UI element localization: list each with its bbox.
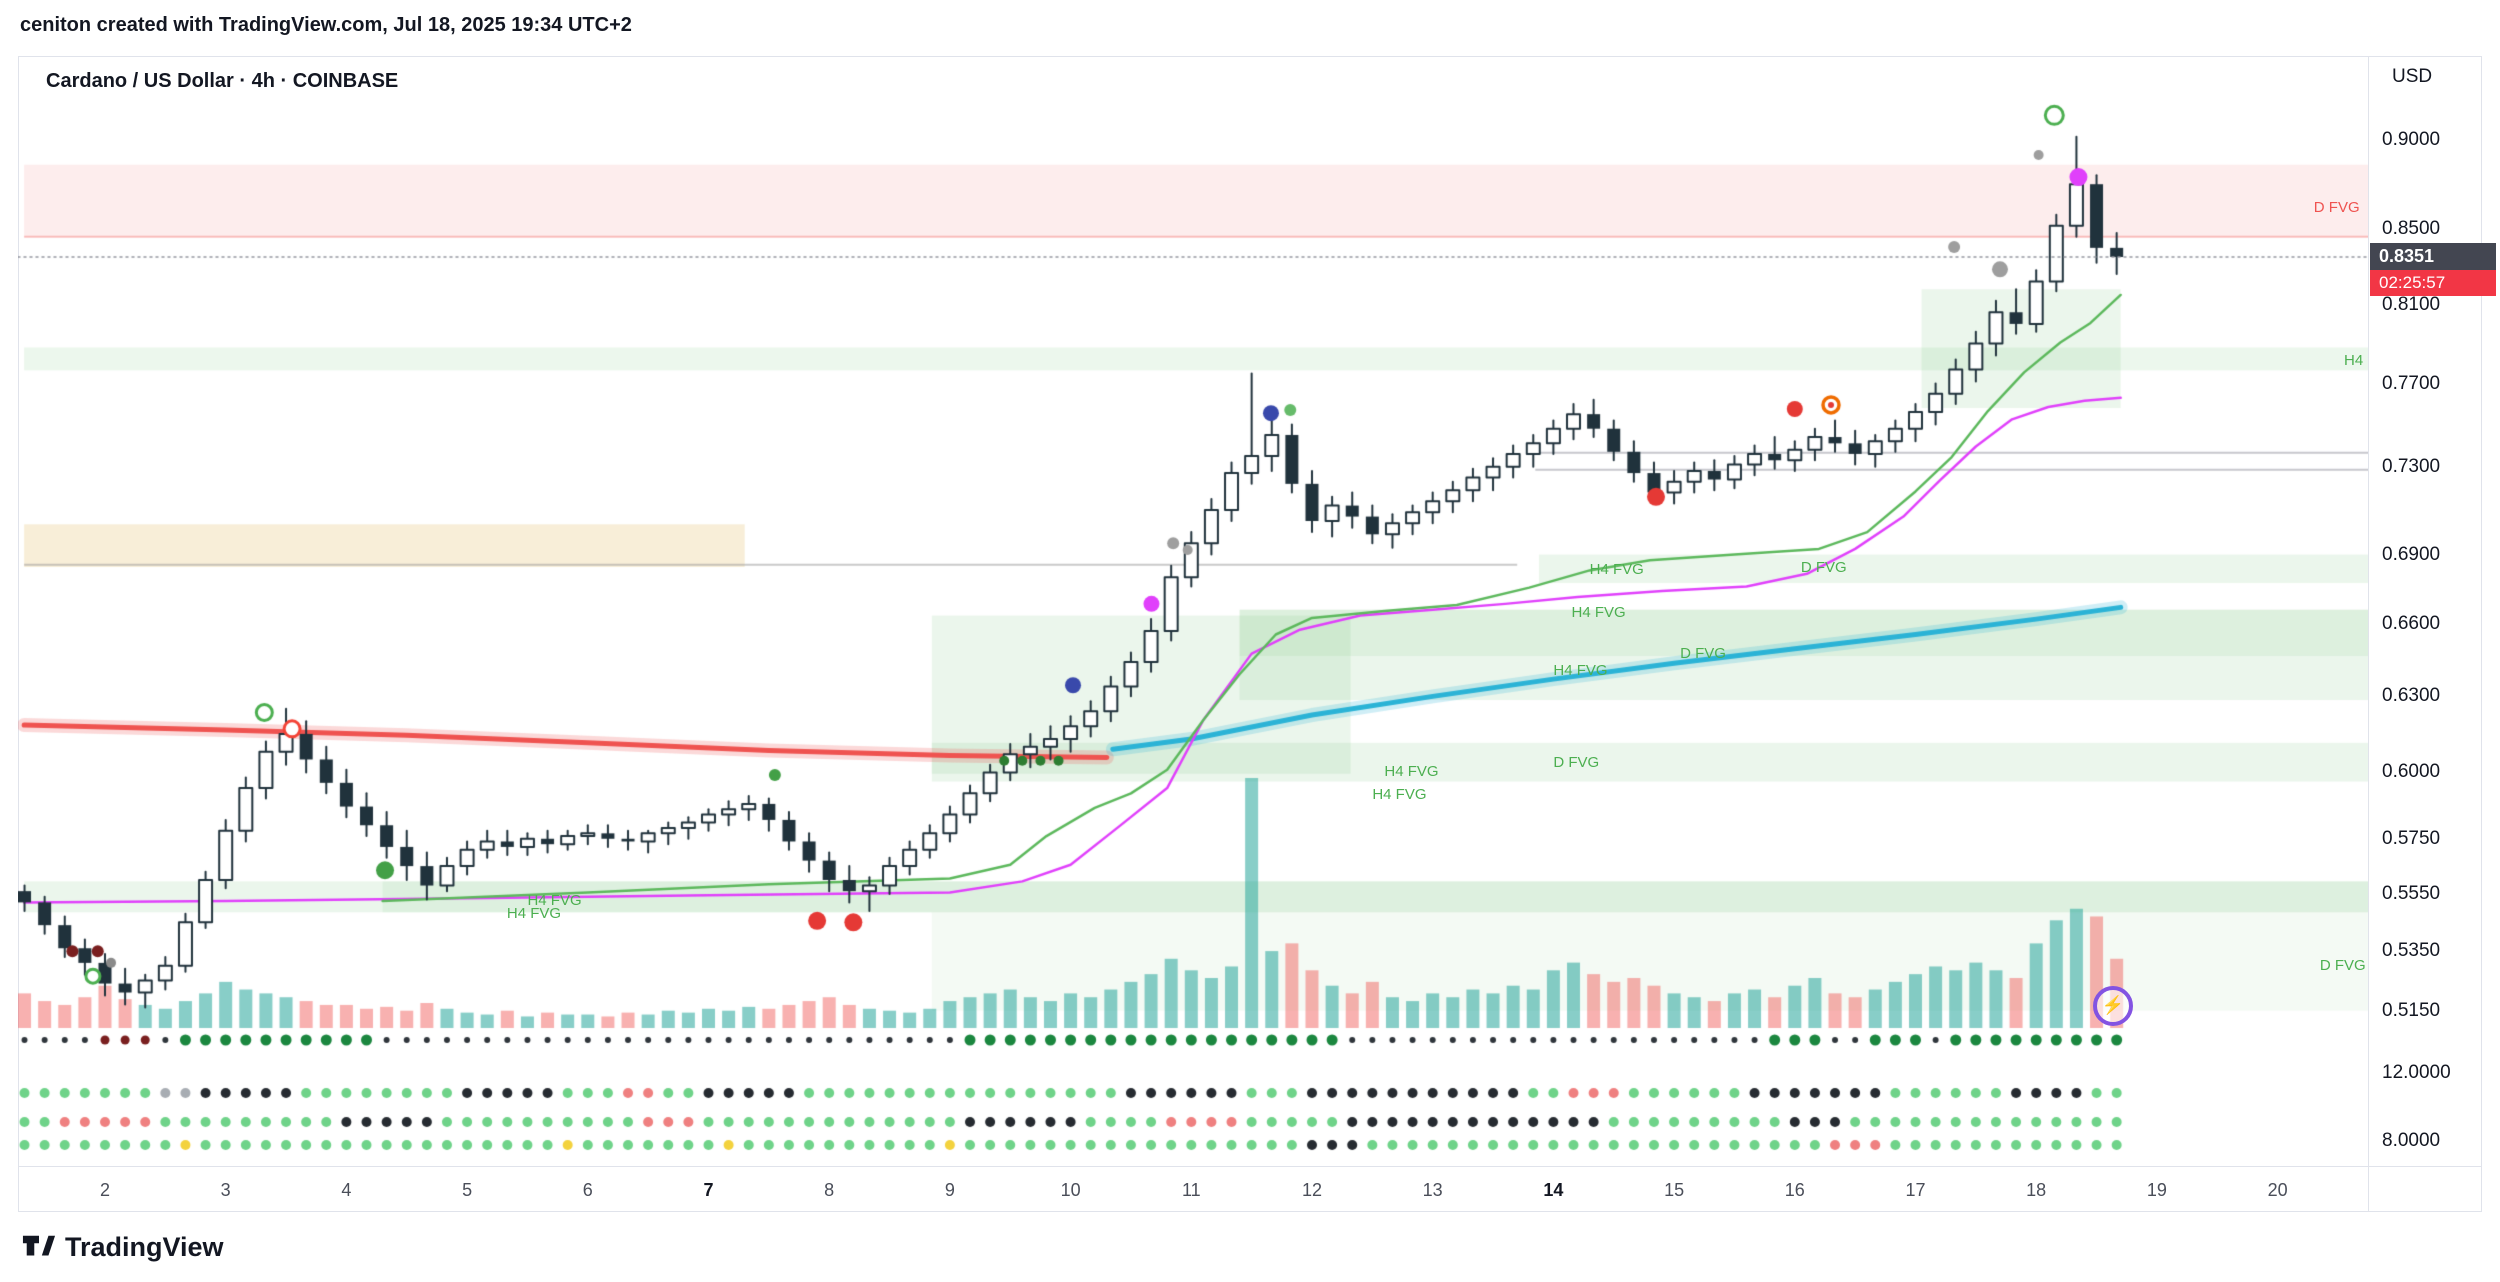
time-axis-label: 10 (1060, 1180, 1081, 1200)
indicator-logo-icon[interactable]: ⚡ (2093, 986, 2133, 1026)
price-axis-label: 0.5150 (2382, 999, 2441, 1021)
price-axis-label: 0.5750 (2382, 827, 2441, 849)
time-axis-label: 18 (2026, 1180, 2047, 1200)
time-axis-label: 11 (1181, 1180, 1201, 1200)
time-axis-label: 20 (2267, 1180, 2288, 1200)
time-axis-label: 16 (1784, 1180, 1805, 1200)
tradingview-logo-icon (22, 1235, 56, 1256)
price-axis-label: 0.6300 (2382, 685, 2441, 707)
price-axis-label: 0.8500 (2382, 218, 2441, 240)
lower-axis-label: 8.0000 (2382, 1130, 2441, 1151)
price-axis-label: 0.6600 (2382, 612, 2441, 634)
time-axis-label: 19 (2146, 1180, 2167, 1200)
time-axis-label: 2 (99, 1180, 111, 1200)
time-axis-label: 3 (220, 1180, 231, 1200)
symbol-title[interactable]: Cardano / US Dollar · 4h · COINBASE (46, 70, 399, 92)
axis-separator (2368, 56, 2369, 1212)
time-separator (18, 1166, 2482, 1167)
countdown-badge: 02:25:57 (2370, 270, 2496, 296)
time-axis-label: 17 (1905, 1180, 1926, 1200)
time-axis-label: 4 (341, 1180, 352, 1200)
currency-label[interactable]: USD (2392, 66, 2433, 87)
tradingview-footer[interactable]: TradingView (22, 1232, 224, 1263)
price-axis-label: 0.5550 (2382, 882, 2441, 904)
credit-line: ceniton created with TradingView.com, Ju… (20, 14, 632, 36)
time-axis-label: 6 (582, 1180, 593, 1200)
time-axis-label: 9 (944, 1180, 955, 1200)
price-axis-label: 0.8100 (2382, 293, 2441, 315)
time-axis-label: 5 (462, 1180, 473, 1200)
last-price-badge: 0.8351 (2370, 243, 2496, 270)
lower-axis-label: 12.0000 (2382, 1062, 2451, 1083)
price-axis-label: 0.9000 (2382, 129, 2441, 151)
time-axis-label: 12 (1301, 1180, 1323, 1200)
time-axis-label: 15 (1664, 1180, 1685, 1200)
price-axis-label: 0.6000 (2382, 761, 2441, 783)
price-axis-label: 0.7700 (2382, 372, 2441, 394)
time-axis-label: 8 (824, 1180, 835, 1200)
price-axis-label: 0.6900 (2382, 543, 2441, 565)
tradingview-logo-text: TradingView (65, 1232, 224, 1262)
time-axis-label: 14 (1543, 1180, 1564, 1200)
time-axis-label: 13 (1422, 1180, 1443, 1200)
chart-canvas[interactable] (18, 56, 2368, 1166)
price-axis-label: 0.7300 (2382, 455, 2441, 477)
time-axis-label: 7 (703, 1180, 714, 1200)
price-axis-label: 0.5350 (2382, 940, 2441, 962)
